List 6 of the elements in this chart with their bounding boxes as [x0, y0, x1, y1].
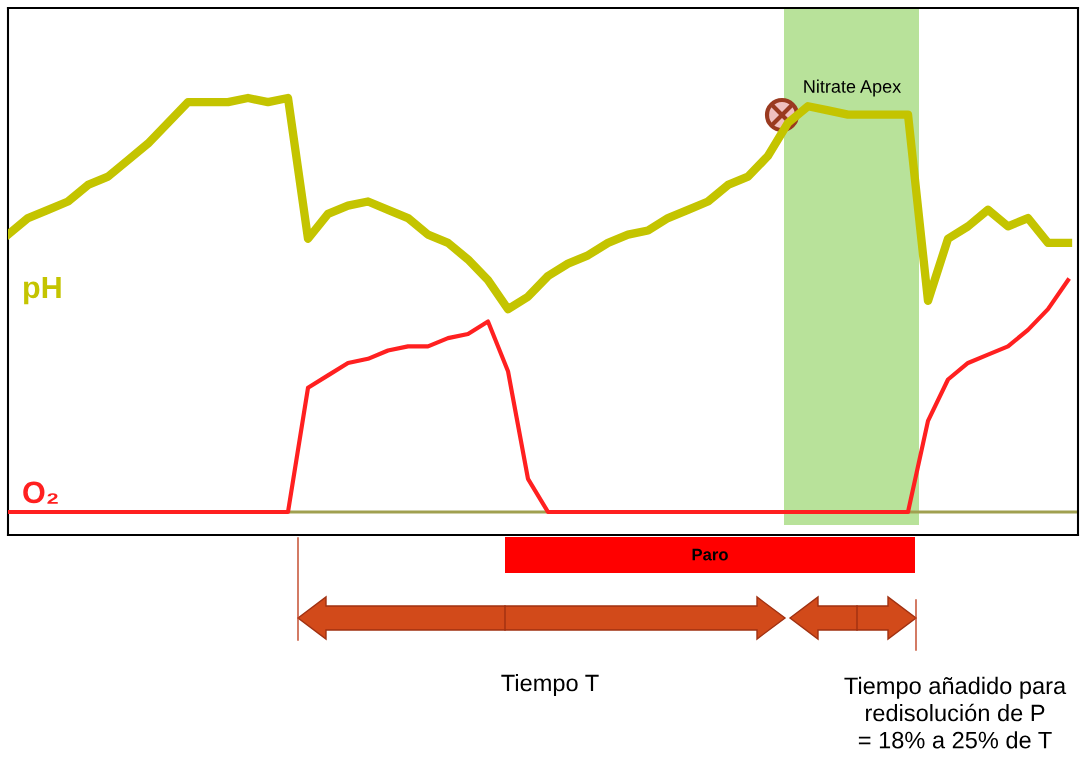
text: Nitrate Apex: [804, 79, 901, 97]
series-label: O₂: [23, 481, 58, 504]
text: Tiempo T: [501, 673, 599, 697]
text: Paro: [692, 548, 728, 561]
series-label: pH: [24, 276, 61, 305]
text: Tiempo añadido para redisolución de P = 18% a 25% de T: [844, 676, 1067, 749]
